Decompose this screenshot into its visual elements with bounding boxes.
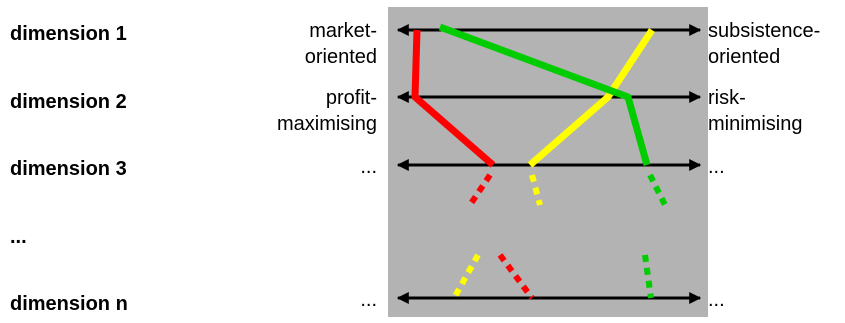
dimension-n-label: dimension n — [10, 293, 128, 315]
dimension-2-right-pole: risk- minimising — [708, 85, 802, 137]
pole-text: maximising — [276, 113, 377, 135]
pole-text: ... — [708, 289, 725, 311]
profile-yellow-dotted-lower — [450, 253, 481, 302]
dimension-n-left-pole: ... — [360, 287, 377, 313]
profile-yellow-dotted-upper — [529, 174, 543, 206]
dimension-n-right-pole: ... — [708, 287, 725, 313]
profile-red-dotted-lower — [497, 253, 535, 300]
dimension-2-label: dimension 2 — [10, 91, 127, 113]
pole-text: ... — [360, 289, 377, 311]
pole-text: market- — [309, 20, 377, 42]
dimension-3-right-pole: ... — [708, 154, 725, 180]
pole-text: ... — [708, 156, 725, 178]
profile-green-line — [438, 23, 651, 166]
pole-text: risk- — [708, 87, 746, 109]
dimension-3-label: dimension 3 — [10, 158, 127, 180]
pole-text: profit- — [325, 87, 377, 109]
dimension-ellipsis-label: ... — [10, 226, 27, 248]
profile-red-dotted-upper — [467, 173, 493, 207]
dimension-1-left-pole: market- oriented — [305, 18, 377, 70]
gray-panel — [388, 7, 708, 317]
pole-text: oriented — [708, 46, 781, 68]
dimension-1-right-pole: subsistence- oriented — [708, 18, 820, 70]
dimension-3-left-pole: ... — [360, 154, 377, 180]
profile-red-line — [411, 29, 496, 168]
profile-yellow-line — [527, 28, 655, 168]
profile-green-dotted-upper — [647, 173, 668, 207]
pole-text: ... — [360, 156, 377, 178]
pole-text: oriented — [304, 46, 377, 68]
dimension-1-label: dimension 1 — [10, 23, 127, 45]
pole-text: minimising — [708, 113, 803, 135]
pole-text: subsistence- — [708, 20, 821, 42]
dimension-2-left-pole: profit- maximising — [277, 85, 377, 137]
